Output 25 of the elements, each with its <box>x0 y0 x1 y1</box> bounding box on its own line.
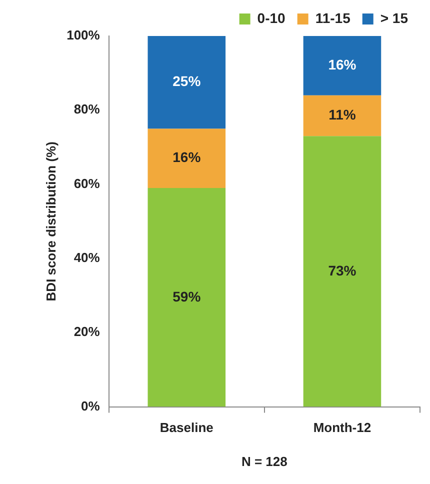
data-label: 16% <box>328 56 357 73</box>
y-tick-label: 100% <box>66 28 100 43</box>
bar <box>148 188 226 407</box>
y-axis-title: BDI score distribution (%) <box>43 142 58 302</box>
y-tick-label: 60% <box>74 176 100 191</box>
x-axis-title: N = 128 <box>241 454 288 469</box>
bar <box>303 95 382 136</box>
y-tick-label: 40% <box>74 250 100 266</box>
bar <box>148 36 226 129</box>
bar <box>148 128 226 188</box>
bar <box>303 136 382 407</box>
x-tick-label: Month-12 <box>313 420 372 436</box>
y-tick-label: 0% <box>81 398 100 414</box>
legend-label: 11-15 <box>315 10 351 26</box>
data-label: 73% <box>328 262 357 278</box>
x-tick-label: Baseline <box>160 420 214 436</box>
y-tick-label: 20% <box>74 324 100 340</box>
data-label: 16% <box>172 149 202 166</box>
y-tick-label: 80% <box>74 102 100 117</box>
bar <box>303 36 382 96</box>
legend-label: > 15 <box>380 10 408 26</box>
data-label: 59% <box>172 288 202 304</box>
data-label: 25% <box>172 73 202 90</box>
legend-label: 0-10 <box>257 10 286 26</box>
data-label: 11% <box>328 106 356 123</box>
